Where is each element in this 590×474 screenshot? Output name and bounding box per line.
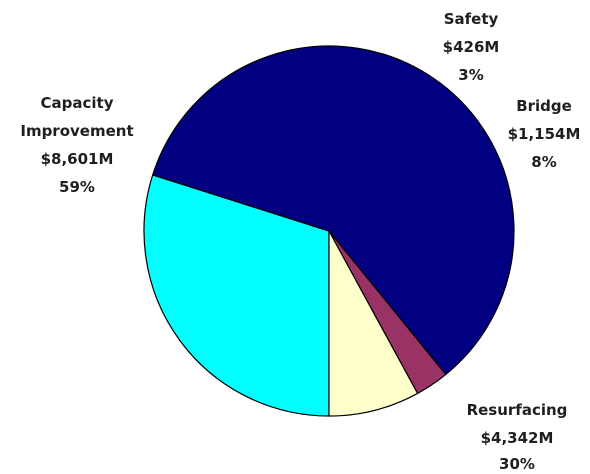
label-bridge: Bridge $1,154M 8% [508,97,581,171]
label-bridge-amount: $1,154M [508,125,581,143]
label-safety-name: Safety [444,10,499,28]
label-resurfacing-name: Resurfacing [467,401,568,419]
label-capacity-improvement-name-line1: Capacity [41,94,114,112]
label-bridge-percent: 8% [531,153,556,171]
label-safety-amount: $426M [443,38,500,56]
label-resurfacing-amount: $4,342M [481,429,554,447]
label-bridge-name: Bridge [516,97,572,115]
label-capacity-improvement: Capacity Improvement $8,601M 59% [20,94,133,196]
label-capacity-improvement-name-line2: Improvement [20,122,133,140]
label-resurfacing: Resurfacing $4,342M 30% [467,401,568,473]
pie-slice-resurfacing [143,174,330,417]
pie-slices [143,45,515,417]
label-capacity-improvement-percent: 59% [59,178,95,196]
label-safety: Safety $426M 3% [443,10,500,84]
pie-slice-capacity-improvement [152,45,515,376]
label-capacity-improvement-amount: $8,601M [41,150,114,168]
label-safety-percent: 3% [458,66,483,84]
pie-slice-bridge [328,230,419,417]
label-resurfacing-percent: 30% [499,455,535,473]
